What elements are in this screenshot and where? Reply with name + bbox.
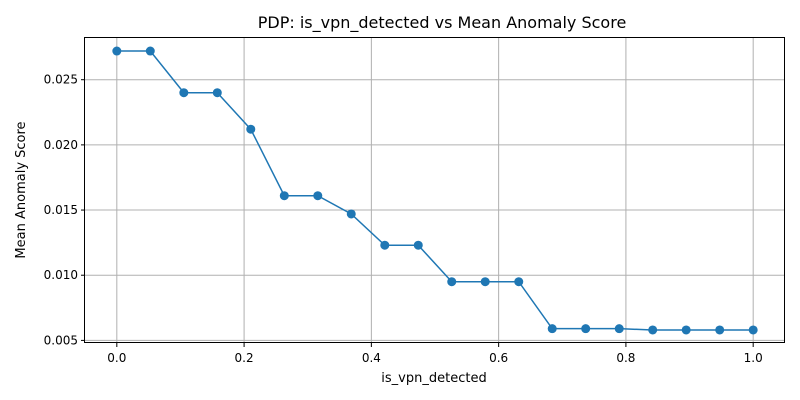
data-point: [112, 46, 122, 56]
data-point: [380, 240, 390, 250]
data-point: [547, 324, 557, 334]
x-tick-label: 0.8: [616, 351, 635, 365]
x-axis-label: is_vpn_detected: [381, 371, 486, 386]
data-point: [581, 324, 591, 334]
x-tick-label: 0.2: [235, 351, 254, 365]
data-point: [313, 191, 323, 201]
data-point: [145, 46, 155, 56]
series-layer: [112, 46, 758, 335]
data-point: [179, 88, 189, 98]
plot-frame: [84, 37, 785, 343]
data-point: [715, 325, 725, 335]
data-point: [480, 277, 490, 287]
x-axis: 0.0 0.2 0.4 0.6 0.8 1.0: [107, 343, 763, 365]
y-tick-label: 0.015: [44, 203, 78, 217]
data-point: [648, 325, 658, 335]
x-tick-label: 0.4: [362, 351, 381, 365]
x-tick-label: 0.6: [489, 351, 508, 365]
data-point: [246, 124, 256, 134]
data-point: [514, 277, 524, 287]
y-axis: 0.005 0.010 0.015 0.020 0.025: [44, 73, 85, 347]
y-tick-label: 0.005: [44, 333, 78, 347]
x-tick-label: 0.0: [107, 351, 126, 365]
data-point: [681, 325, 691, 335]
data-point: [748, 325, 758, 335]
y-axis-label: Mean Anomaly Score: [14, 121, 29, 258]
data-point: [279, 191, 289, 201]
data-point: [212, 88, 222, 98]
series-line: [116, 50, 754, 331]
y-tick-label: 0.020: [44, 138, 78, 152]
grid: [85, 38, 785, 343]
x-tick-label: 1.0: [744, 351, 763, 365]
y-tick-label: 0.025: [44, 73, 78, 87]
data-point: [614, 324, 624, 334]
y-tick-label: 0.010: [44, 268, 78, 282]
chart-title: PDP: is_vpn_detected vs Mean Anomaly Sco…: [258, 13, 627, 33]
data-point: [346, 209, 356, 219]
data-point: [413, 240, 423, 250]
data-point: [447, 277, 457, 287]
